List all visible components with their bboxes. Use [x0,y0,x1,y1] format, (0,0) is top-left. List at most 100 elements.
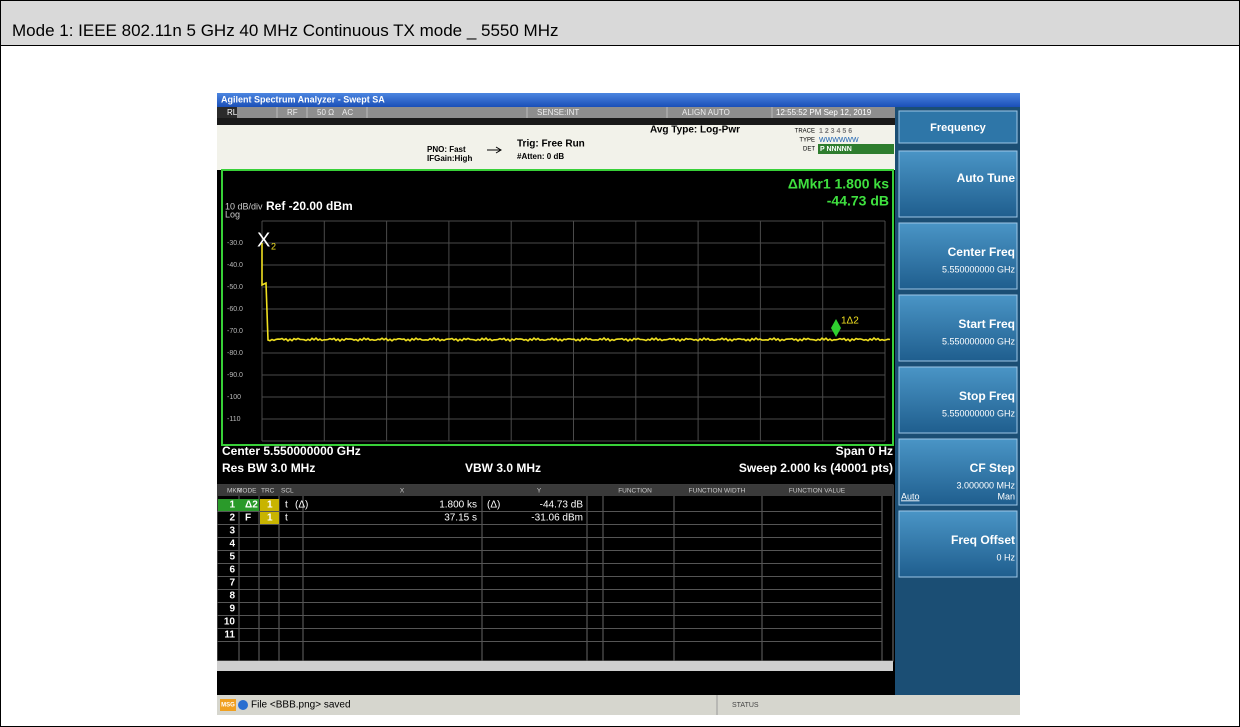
table-cell: 7 [229,578,235,589]
msg-badge [220,699,236,711]
setting-atten: #Atten: 0 dB [517,152,564,161]
softkey [898,510,1018,578]
marker1-label: 1Δ2 [841,316,859,327]
softkey-value: 5.550000000 GHz [942,408,1016,418]
trace-nums: 1 2 3 4 5 6 [819,128,852,135]
trace [261,243,891,343]
y-axis-label: -70.0 [227,328,243,335]
y-axis-label: -90.0 [227,372,243,379]
softkey [898,366,1018,434]
table-cell: 6 [229,565,235,576]
softkey [898,294,1018,362]
y-axis-label: -100 [227,394,241,401]
footer-rbw: Res BW 3.0 MHz [222,461,315,475]
status-rf: RF [287,108,298,117]
footer-sweep: Sweep 2.000 ks (40001 pts) [739,461,893,475]
msg-badge-text: MSG [221,703,235,709]
table-cell: 1.800 ks [439,500,477,511]
softkey [898,222,1018,290]
table-cell: 1 [267,513,273,524]
softkey-label: Freq Offset [951,533,1015,547]
status-segment [217,107,237,118]
type-value: WWWWWW [819,137,859,144]
setting-trig: Trig: Free Run [517,139,585,150]
table-cell: -44.73 dB [540,500,584,511]
analyzer-screen: Agilent Spectrum Analyzer - Swept SA RL RF… [217,93,1020,715]
det-value: P NNNNN [820,146,852,153]
table-cell: 37.15 s [444,513,477,524]
status-text: STATUS [732,702,759,709]
header-title: Mode 1: IEEE 802.11n 5 GHz 40 MHz Contin… [12,21,559,40]
table-cell: 9 [229,604,235,615]
det-bg [818,144,894,154]
softkey-label: Auto Tune [957,171,1016,185]
y-axis-label: -110 [227,416,241,423]
table-cell: 1 [267,500,273,511]
footer-span: Span 0 Hz [836,444,893,458]
status-sense: SENSE:INT [537,108,579,117]
table-header: FUNCTION VALUE [789,488,846,495]
marker2-index: 2 [271,241,276,251]
scrollbar [217,661,893,671]
table-cell: Δ2 [245,500,258,511]
table-header: MODE [237,488,257,495]
table-cell: 5 [229,552,235,563]
table-cell: t [285,500,288,511]
table-cell: 4 [229,539,235,550]
softkey-menu-bg [898,110,1018,144]
table-header: TRC [261,488,275,495]
softkey [898,438,1018,506]
table-header: FUNCTION WIDTH [689,488,746,495]
softkey-value: 5.550000000 GHz [942,336,1016,346]
softkey-label: Stop Freq [959,389,1015,403]
softkey [898,150,1018,218]
marker-value: -44.73 dB [827,193,889,209]
table-cell: t [285,513,288,524]
softkey-menu: Frequency [930,122,987,134]
status-align: ALIGN AUTO [682,108,730,117]
graph-ref: Ref -20.00 dBm [266,199,353,213]
row-highlight [260,499,279,511]
table-cell: 2 [229,513,235,524]
table-header: Y [537,488,542,495]
graph-scale: 10 dB/div [225,201,263,211]
type-label: TYPE [799,138,815,144]
table-header: MKR [227,488,242,495]
y-axis-label: -60.0 [227,306,243,313]
status-bar [217,107,897,118]
y-axis-label: -30.0 [227,240,243,247]
graph-box [221,169,894,446]
status-coupling: AC [342,108,353,117]
setting-ifgain: IFGain:High [427,154,472,163]
title-bar-text: Agilent Spectrum Analyzer - Swept SA [221,94,385,104]
table-cell: 10 [224,617,236,628]
table-cell: 8 [229,591,235,602]
settings-strip [217,118,897,125]
setting-avg: Avg Type: Log-Pwr [650,125,740,136]
marker1-diamond [831,319,841,337]
table-cell: 3 [229,526,235,537]
table-cell: (Δ) [295,500,308,511]
info-icon [238,700,248,710]
table-cell: F [245,513,251,524]
table-header: FUNCTION [618,488,652,495]
softkey-value: 5.550000000 GHz [942,264,1016,274]
softkey-label: Center Freq [948,245,1015,259]
title-bar [217,93,1020,107]
y-axis-label: -50.0 [227,284,243,291]
header-row: Mode 1: IEEE 802.11n 5 GHz 40 MHz Contin… [1,1,1239,46]
marker2-symbol: X [257,229,270,251]
softkey-man: Man [997,491,1015,501]
softkey-value: 3.000000 MHz [956,480,1015,490]
table-cell: (Δ) [487,500,500,511]
marker-readout: ΔMkr1 1.800 ks [788,176,889,192]
table-header: SCL [281,488,294,495]
footer-center: Center 5.550000000 GHz [222,444,361,458]
settings-area [217,118,897,170]
table-cell: -31.06 dBm [531,513,583,524]
table-cell: 11 [224,630,235,641]
y-axis-label: -80.0 [227,350,243,357]
softkey-value: 0 Hz [996,552,1015,562]
graph-scale-type: Log [225,209,240,219]
status-impedance: 50 Ω [317,108,334,117]
